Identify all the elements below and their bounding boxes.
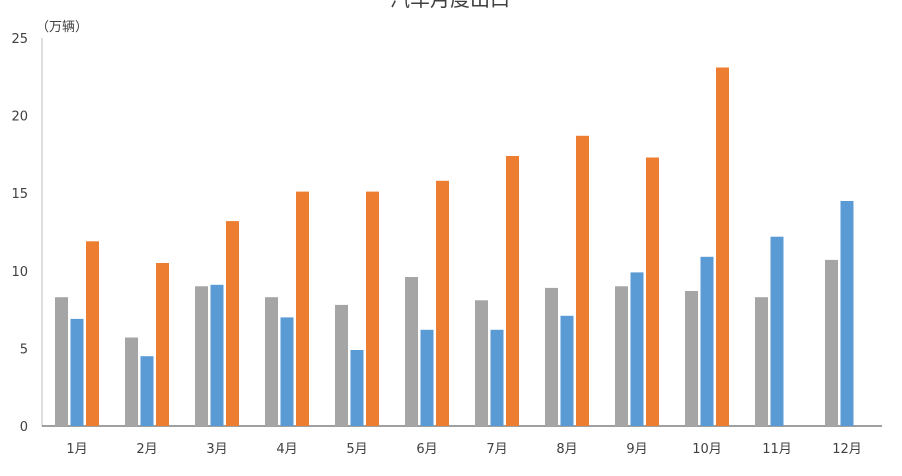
bar-4月-series-3 [296,191,309,426]
bar-10月-series-2 [700,256,714,426]
y-tick-label: 5 [20,342,28,357]
x-tick-label: 9月 [626,442,647,457]
bar-9月-series-3 [646,157,659,426]
bar-7月-series-1 [475,300,488,426]
y-axis-unit-label: （万辆） [36,20,88,35]
bar-6月-series-1 [405,277,418,426]
bar-7月-series-2 [490,329,504,426]
bar-3月-series-1 [195,286,208,426]
bar-10月-series-1 [685,291,698,426]
bar-2月-series-2 [140,356,154,426]
y-tick-label: 0 [20,420,28,435]
y-tick-label: 10 [11,265,28,280]
bar-6月-series-2 [420,329,434,426]
chart-title: 汽车月度出口 [390,0,510,11]
x-tick-label: 5月 [346,442,367,457]
bar-1月-series-2 [70,318,84,426]
x-tick-label: 3月 [206,442,227,457]
y-tick-label: 20 [11,110,28,125]
x-tick-label: 4月 [276,442,297,457]
bar-3月-series-2 [210,284,224,426]
y-tick-labels: 0 5 10 15 20 25 [11,32,28,435]
y-tick-label: 15 [11,187,28,202]
bar-11月-series-1 [755,297,768,426]
bar-8月-series-2 [560,315,574,426]
x-tick-label: 12月 [832,442,862,457]
bar-2月-series-1 [125,337,138,426]
bar-12月-series-2 [840,201,854,426]
bar-2月-series-3 [156,263,169,426]
bar-7月-series-3 [506,156,519,426]
bar-1月-series-3 [86,241,99,426]
bar-9月-series-1 [615,286,628,426]
x-tick-label: 7月 [486,442,507,457]
x-tick-label: 11月 [762,442,792,457]
x-tick-labels: 1月 2月 3月 4月 5月 6月 7月 8月 9月 10月 11月 12月 [66,442,861,457]
x-tick-label: 1月 [66,442,87,457]
x-tick-label: 8月 [556,442,577,457]
bar-12月-series-1 [825,259,838,426]
bar-3月-series-3 [226,221,239,426]
bar-5月-series-1 [335,304,348,426]
x-tick-label: 2月 [136,442,157,457]
x-tick-label: 10月 [692,442,722,457]
bar-5月-series-3 [366,191,379,426]
bar-1月-series-1 [55,297,68,426]
bar-4月-series-2 [280,317,294,426]
bar-10月-series-3 [716,67,729,426]
bar-8月-series-1 [545,287,558,426]
bar-9月-series-2 [630,272,644,426]
bar-8月-series-3 [576,135,589,427]
bar-4月-series-1 [265,297,278,426]
bar-5月-series-2 [350,350,364,426]
bar-6月-series-3 [436,180,449,426]
x-tick-label: 6月 [416,442,437,457]
bar-11月-series-2 [770,236,784,426]
bar-group [55,67,854,427]
y-tick-label: 25 [11,32,28,47]
